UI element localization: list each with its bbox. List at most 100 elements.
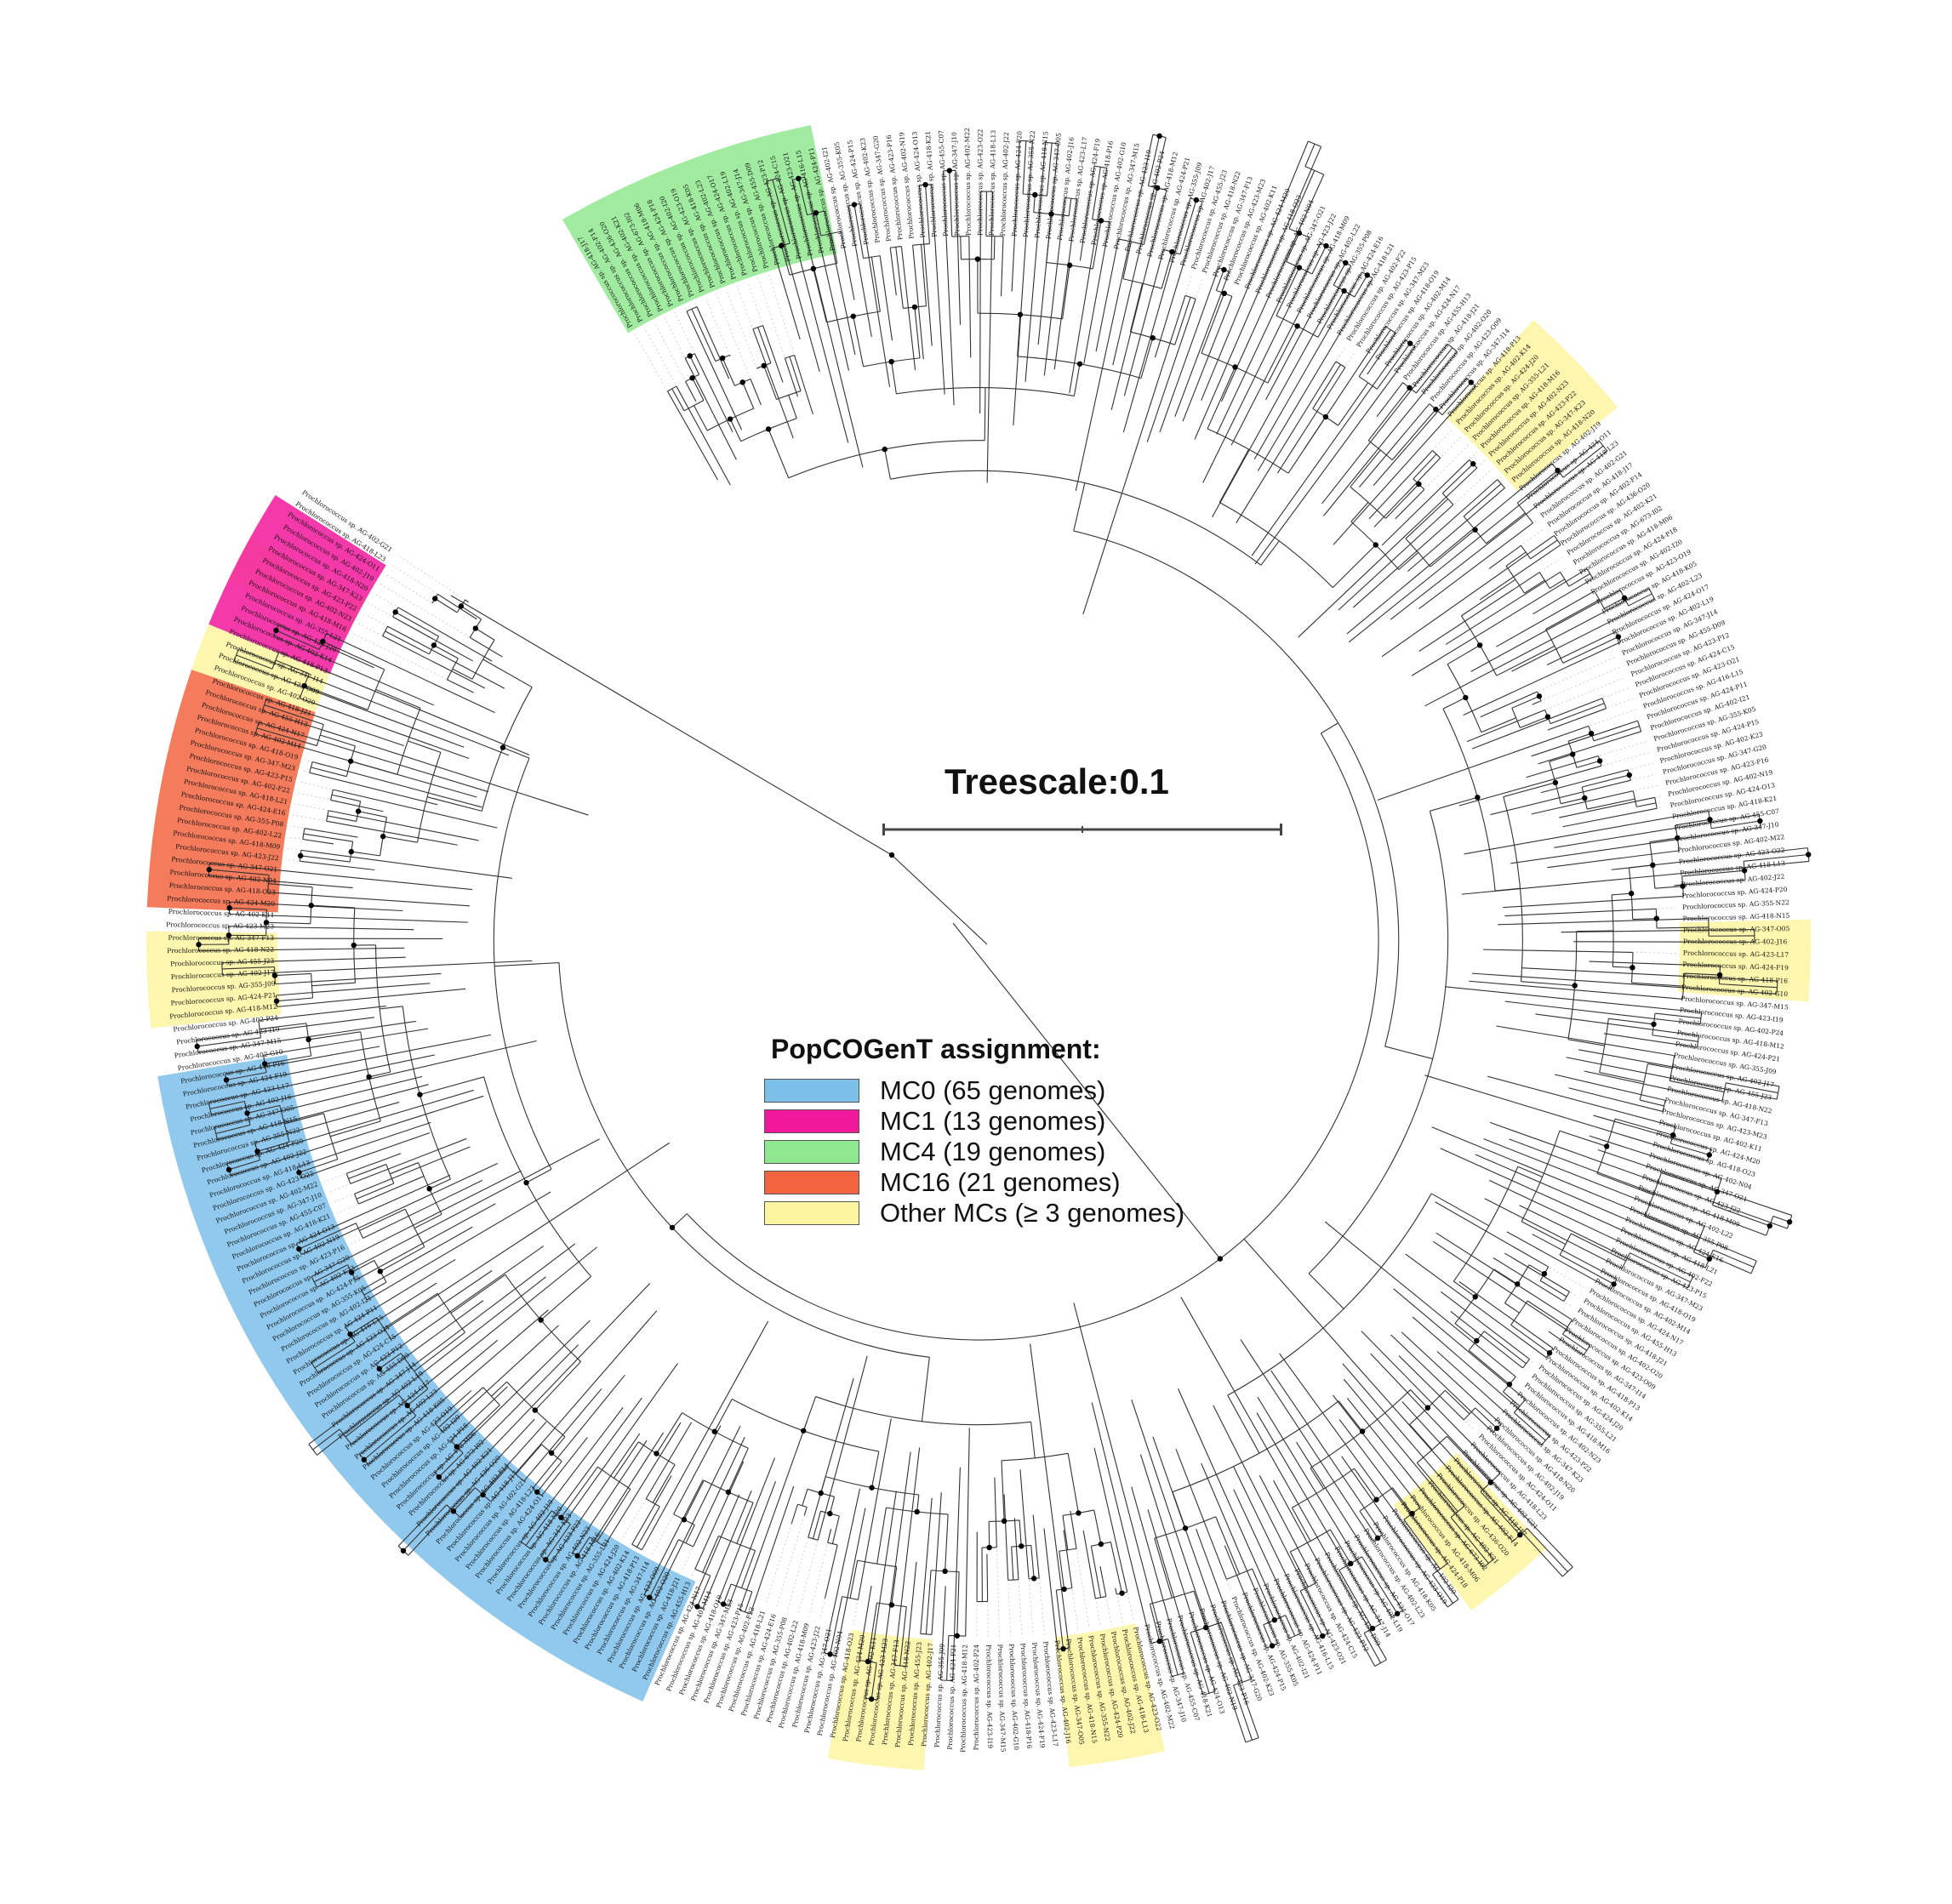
branch-radial [302, 838, 334, 845]
legend-label-mc4: MC4 (19 genomes) [880, 1137, 1106, 1166]
branch-radial [304, 828, 358, 838]
bootstrap-node-dots [194, 133, 1812, 1702]
bootstrap-dot [392, 609, 398, 615]
bootstrap-dot [1373, 1496, 1379, 1502]
branch-arc [308, 1444, 317, 1456]
branch-radial [689, 356, 700, 375]
bootstrap-dot [850, 313, 856, 319]
bootstrap-dot [865, 1658, 871, 1665]
branch-radial [1630, 1252, 1691, 1283]
bootstrap-dot [361, 1457, 368, 1462]
branch-radial [560, 1466, 598, 1519]
branch-radial [383, 835, 418, 843]
branch-radial [357, 811, 387, 818]
branch-radial [387, 625, 505, 689]
branch-radial [379, 1353, 402, 1370]
branch-radial [1550, 703, 1605, 725]
branch-radial [905, 1561, 917, 1667]
branch-radial [426, 796, 482, 812]
branch-radial [1517, 1166, 1543, 1177]
branch-radial [1464, 810, 1709, 855]
branch-radial [1215, 1516, 1241, 1575]
branch-radial [317, 1276, 546, 1456]
branch-radial [1000, 236, 1004, 297]
branch-radial [603, 1422, 682, 1547]
branch-radial [1431, 1126, 1757, 1262]
branch-radial [1123, 249, 1164, 396]
branch-radial [1359, 403, 1430, 487]
branch-arc [896, 387, 1075, 396]
bootstrap-dot [681, 1517, 688, 1523]
branch-radial [1654, 886, 1683, 889]
branch-radial [1424, 1075, 1708, 1161]
bootstrap-dot [779, 242, 785, 249]
branch-radial [368, 1309, 549, 1465]
bootstrap-dot [1716, 972, 1723, 978]
branch-radial [1584, 1070, 1723, 1102]
branch-radial [1496, 645, 1555, 676]
branch-radial [1055, 1590, 1064, 1650]
branch-radial [437, 593, 477, 620]
branch-radial [912, 245, 924, 360]
branch-radial [1447, 644, 1481, 665]
bootstrap-dot [1675, 835, 1681, 841]
branch-radial [1711, 820, 1761, 829]
branch-radial [853, 204, 865, 259]
bootstrap-dot [1048, 211, 1054, 217]
branch-radial [1475, 1154, 1752, 1274]
branch-radial [345, 1258, 456, 1327]
tip-label: Prochlorococcus sp. AG-455-C07 [937, 130, 950, 237]
branch-radial [1493, 1257, 1564, 1303]
branch-radial [1466, 709, 1545, 743]
branch-radial [1458, 765, 1601, 807]
branch-radial [631, 1475, 672, 1545]
bootstrap-dot [1098, 1541, 1104, 1548]
branch-radial [696, 306, 730, 379]
branch-radial [830, 233, 838, 264]
branch-radial [1693, 1251, 1710, 1260]
branch-radial [300, 1132, 431, 1179]
branch-radial [311, 761, 482, 808]
branch-radial [1233, 1685, 1253, 1741]
branch-radial [359, 1339, 499, 1456]
bootstrap-dot [888, 358, 894, 365]
bootstrap-dot [534, 1489, 540, 1495]
branch-radial [1075, 134, 1154, 491]
bootstrap-dot [349, 1269, 355, 1275]
bootstrap-dot [1098, 218, 1104, 224]
branch-radial [1471, 698, 1603, 750]
branch-radial [1684, 972, 1721, 976]
bootstrap-dot [1626, 772, 1633, 778]
tip-guide-line [819, 1598, 825, 1620]
bootstrap-dot [1596, 758, 1603, 764]
branch-radial [1286, 232, 1300, 262]
branch-radial [835, 1508, 866, 1656]
branch-radial [390, 1162, 419, 1175]
branch-radial [993, 236, 996, 259]
branch-radial [1454, 1323, 1477, 1342]
branch-radial [673, 1425, 722, 1515]
branch-radial [797, 178, 808, 215]
bootstrap-dot [271, 972, 278, 978]
branch-radial [385, 630, 430, 655]
branch-radial [931, 1492, 942, 1635]
branch-radial [1458, 1281, 1554, 1349]
branch-radial [1516, 470, 1558, 504]
branch-radial [1640, 1099, 1664, 1107]
branch-arc [890, 246, 902, 248]
branch-radial [482, 1467, 509, 1496]
tip-guide-line [715, 294, 762, 405]
legend-swatch-other [764, 1201, 859, 1225]
branch-radial [1410, 1389, 1429, 1409]
branch-radial [1174, 271, 1230, 417]
bootstrap-dot [400, 1548, 407, 1553]
branch-radial [1392, 1487, 1413, 1514]
branch-radial [247, 1104, 280, 1114]
bootstrap-dot [1474, 1337, 1480, 1344]
branch-radial [346, 1153, 402, 1174]
bootstrap-dot [725, 1489, 732, 1496]
branch-radial [284, 1113, 324, 1125]
branch-radial [408, 740, 442, 753]
branch-radial [1073, 482, 1086, 532]
branch-radial [453, 1487, 476, 1512]
